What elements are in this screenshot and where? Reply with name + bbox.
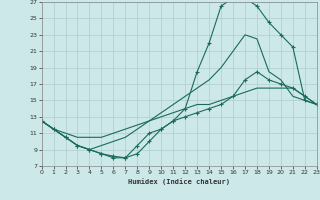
X-axis label: Humidex (Indice chaleur): Humidex (Indice chaleur) [128, 178, 230, 185]
